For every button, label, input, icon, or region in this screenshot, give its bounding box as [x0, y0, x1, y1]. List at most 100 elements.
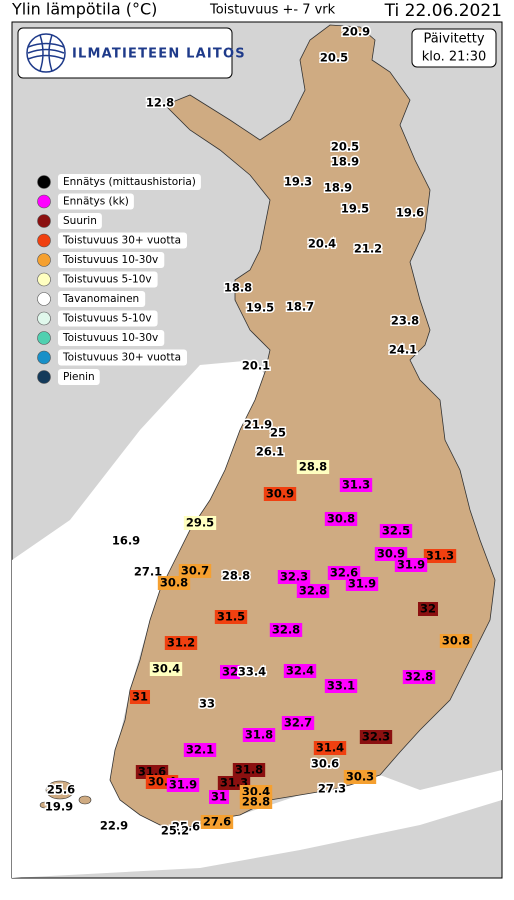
legend-bg: [58, 271, 158, 288]
station-bg: [296, 584, 330, 598]
station-label: 32: [420, 602, 436, 616]
station-bg: [200, 815, 234, 829]
date: Ti 22.06.2021: [384, 1, 502, 21]
station-bg: [394, 558, 428, 572]
station-bg: [208, 790, 230, 804]
legend-label: Ennätys (mittaushistoria): [63, 176, 196, 188]
legend-bg: [58, 193, 134, 210]
station-bg: [339, 478, 373, 492]
sea: [12, 360, 502, 878]
station-label: 21.9: [244, 418, 272, 432]
legend-bg: [58, 213, 102, 229]
legend-label: Toistuvuus 10-30v: [62, 332, 158, 344]
station-label: 12.8: [146, 96, 174, 110]
station-label: 31.5: [217, 610, 245, 624]
station-bg: [242, 728, 276, 742]
station-label: 20.9: [342, 25, 370, 39]
station-label: 16.9: [112, 534, 140, 548]
legend-swatch: [37, 292, 51, 306]
station-label: 31.9: [397, 558, 425, 572]
station-label: 20.1: [242, 359, 270, 373]
station-bg: [183, 743, 217, 757]
station-label: 30.8: [442, 634, 470, 648]
station-bg: [178, 564, 212, 578]
station-label: 31.8: [245, 728, 273, 742]
station-label: 18.9: [324, 181, 352, 195]
logo-icon: [26, 33, 66, 73]
legend-bg: [58, 252, 165, 268]
station-label: 32.5: [382, 524, 410, 538]
station-label: 18.8: [224, 281, 252, 295]
station-bg: [296, 460, 330, 474]
station-bg: [183, 516, 217, 530]
legend-swatch: [37, 370, 51, 384]
station-label: 33.1: [327, 679, 355, 693]
station-label: 19.3: [284, 175, 312, 189]
station-label: 30.8: [327, 512, 355, 526]
station-bg: [283, 664, 317, 678]
legend-label: Toistuvuus 10-30v: [62, 254, 158, 266]
station-label: 26.1: [256, 445, 284, 459]
legend-label: Ennätys (kk): [63, 196, 129, 208]
station-bg: [313, 741, 347, 755]
station-bg: [345, 577, 379, 591]
station-label: 24.1: [389, 343, 417, 357]
station-label: 30.9: [377, 547, 405, 561]
station-label: 32.6: [330, 566, 358, 580]
station-label: 31.2: [167, 636, 195, 650]
legend-swatch: [37, 194, 51, 209]
station-label: 31: [211, 790, 227, 804]
station-label: 23.8: [391, 314, 419, 328]
station-label: 31.8: [235, 763, 263, 777]
station-label: 22.9: [100, 819, 128, 833]
station-labels: 20.920.512.820.518.919.3 18.919.5 19.620.4…: [43, 23, 473, 839]
station-label: 32.4: [286, 664, 314, 678]
station-label: 32: [222, 665, 238, 679]
legend-bg: [58, 291, 146, 307]
updated-box: [411, 28, 497, 68]
station-label: 32.1: [186, 743, 214, 757]
station-bg: [324, 512, 358, 526]
legend-bg: [58, 232, 188, 249]
station-bg: [166, 778, 200, 792]
legend-bg: [58, 310, 158, 327]
station-label: 21.2: [354, 242, 382, 256]
station-label: 27.3: [318, 782, 346, 796]
station-label: 30.9: [266, 487, 294, 501]
station-bg: [277, 570, 311, 584]
station-label: 31.9: [348, 577, 376, 591]
station-bg: [232, 763, 266, 777]
station-label: 30.7: [181, 564, 209, 578]
legend-label: Toistuvuus 30+ vuotta: [62, 352, 181, 364]
legend-swatch: [37, 272, 51, 287]
station-bg: [157, 576, 191, 590]
station-bg: [402, 670, 436, 684]
station-bg: [439, 634, 473, 648]
logo-box: [17, 27, 233, 79]
station-label: 19.6: [396, 206, 424, 220]
station-label: 31: [132, 690, 148, 704]
station-label: 30.3: [346, 770, 374, 784]
title: Ylin lämpötila (°C): [11, 0, 157, 19]
station-label: 32.3: [362, 730, 390, 744]
station-label: 28.8: [242, 795, 270, 809]
legend-bg: [58, 174, 201, 190]
station-bg: [149, 662, 183, 676]
station-label: 29.5: [186, 516, 214, 530]
station-label: 28.8: [222, 569, 250, 583]
legend-bg: [58, 330, 165, 346]
station-label: 33.4: [238, 665, 266, 679]
station-label: 18.7: [286, 300, 314, 314]
updated-label: Päivitetty: [423, 32, 484, 47]
station-bg: [359, 730, 393, 744]
legend-bg: [58, 369, 100, 385]
legend-swatch: [37, 233, 51, 248]
legend-label: Toistuvuus 5-10v: [62, 274, 152, 286]
station-bg: [263, 487, 297, 501]
station-label: 25.6: [172, 820, 200, 834]
legend-label: Suurin: [63, 215, 97, 227]
station-label: 32.8: [299, 584, 327, 598]
station-label: 30.4: [152, 662, 180, 676]
legend-label: Pienin: [63, 371, 95, 383]
station-bg: [164, 636, 198, 650]
